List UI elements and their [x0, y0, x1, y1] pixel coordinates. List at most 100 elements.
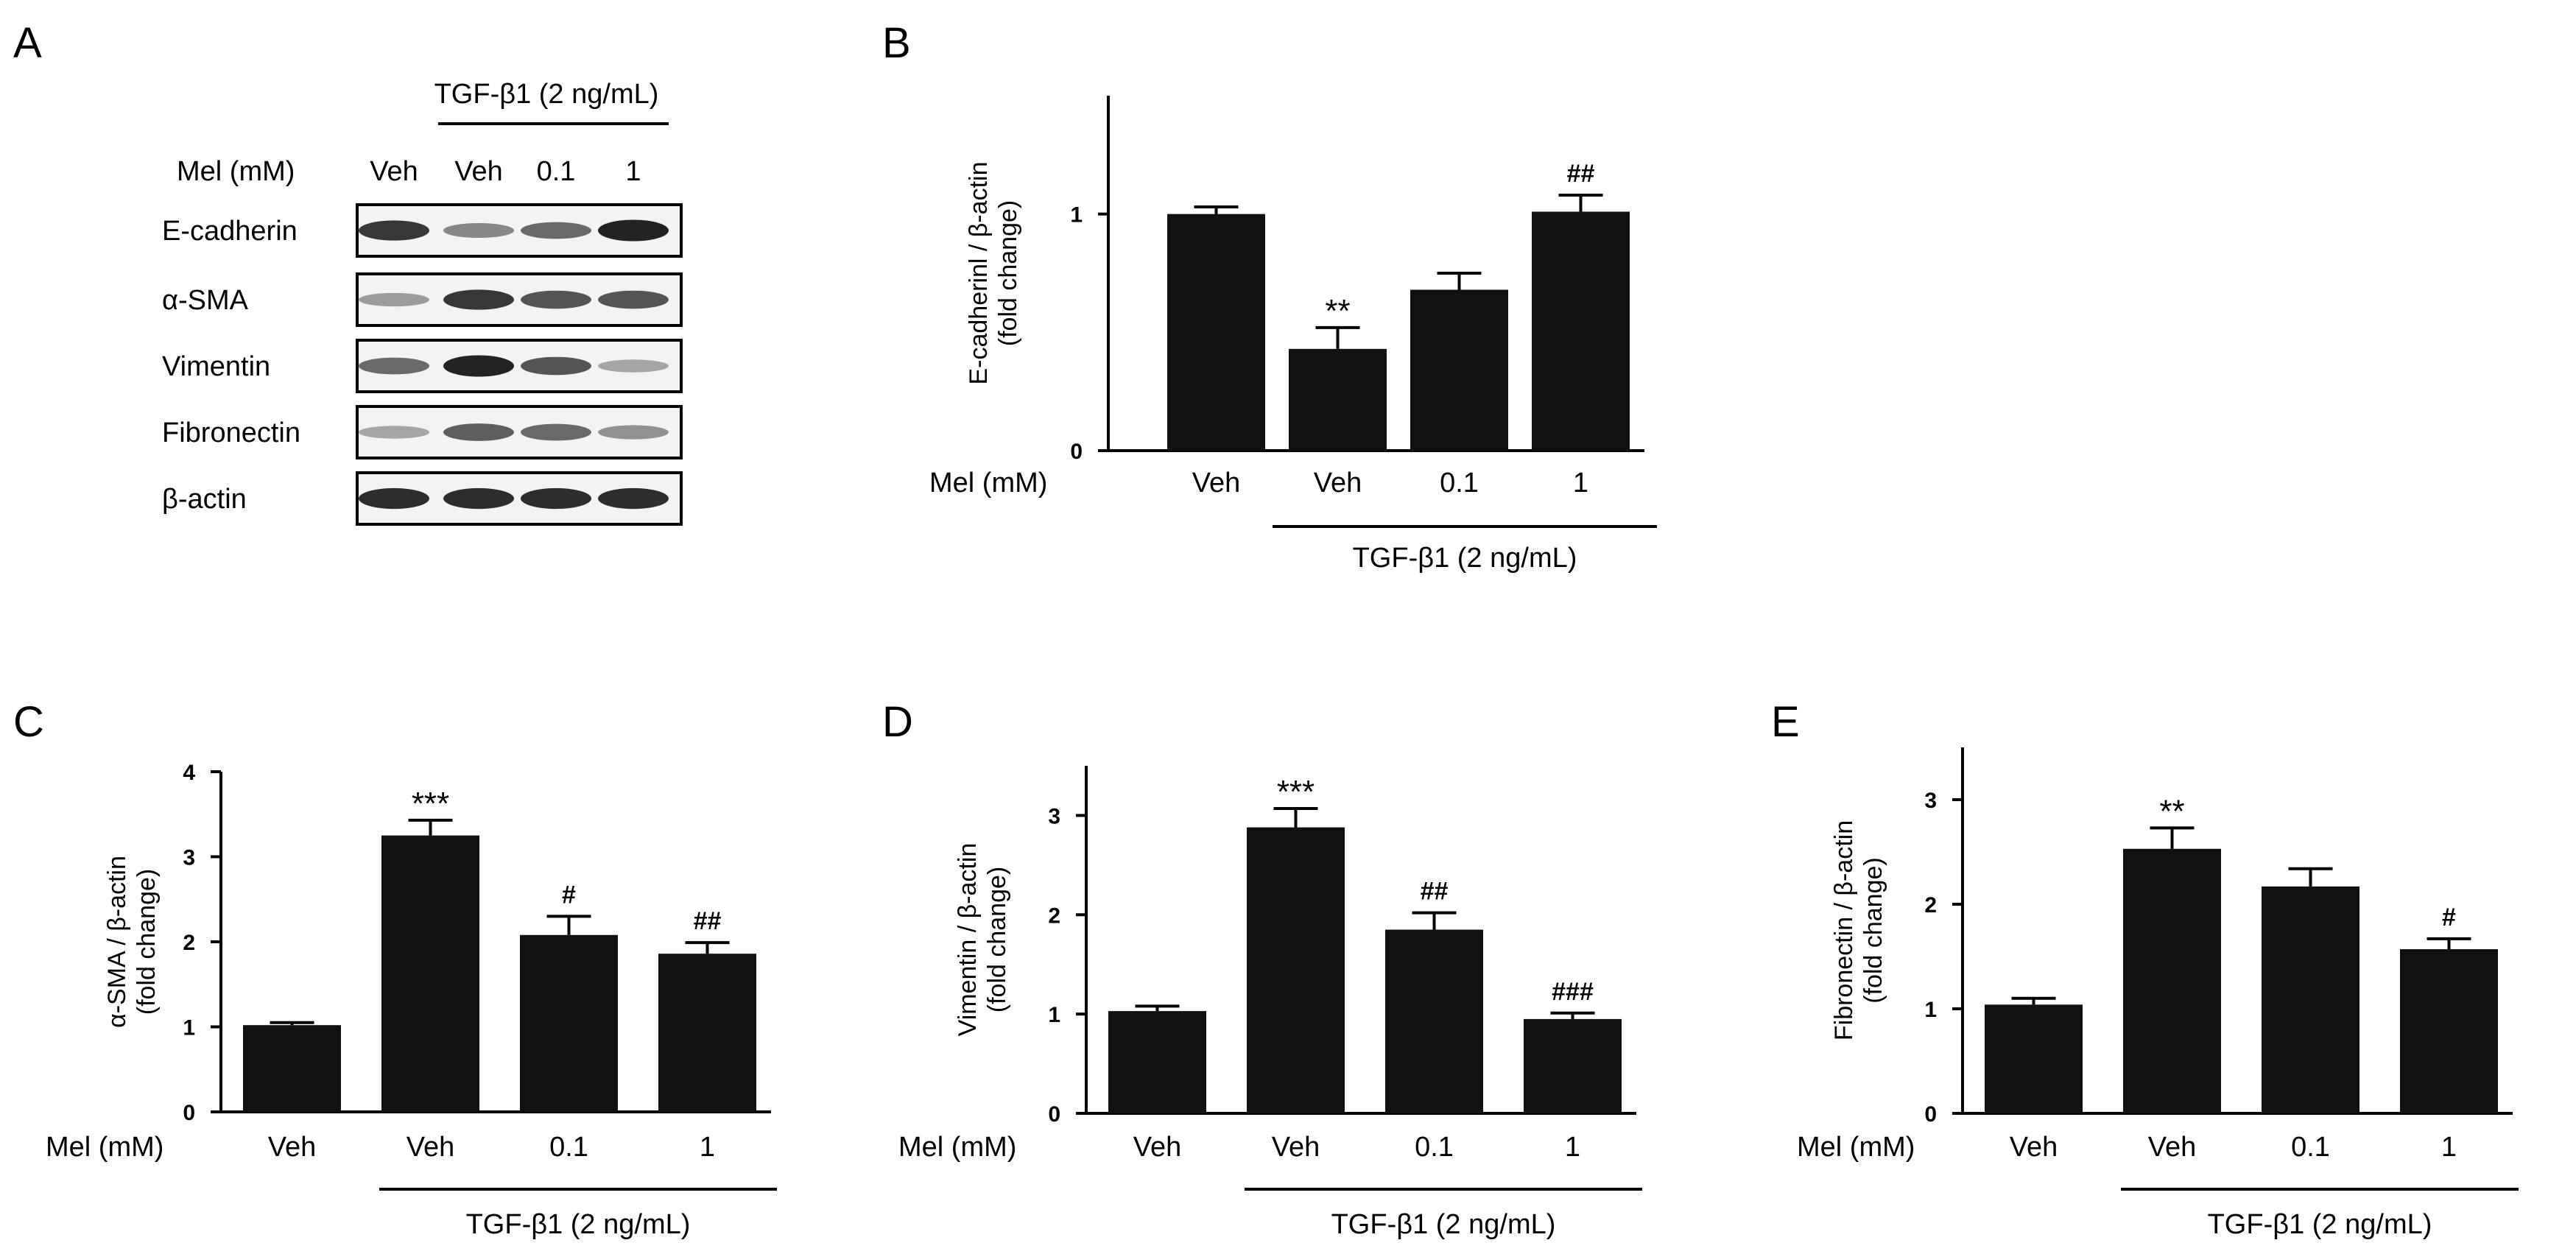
y-tick-label: 0	[1070, 440, 1083, 464]
significance-label: **	[1325, 293, 1350, 329]
y-tick-label: 0	[1048, 1102, 1060, 1127]
bar	[2262, 886, 2359, 1113]
category-label: 0.1	[549, 1132, 588, 1163]
significance-label: ***	[1277, 774, 1315, 810]
y-tick-label: 1	[183, 1016, 195, 1040]
blot-mel-label: Mel (mM)	[177, 156, 295, 187]
mel-label: Mel (mM)	[929, 468, 1047, 499]
y-tick-label: 2	[183, 931, 195, 955]
y-axis-label-line: (fold change)	[133, 869, 161, 1015]
treatment-label: TGF-β1 (2 ng/mL)	[466, 1209, 691, 1240]
blot-row-label: Vimentin	[162, 351, 270, 382]
chart-panel-d: 0 1 2 3 Vimentin / β-actin(fold change) Veh **…	[898, 766, 1642, 1240]
y-tick-label: 0	[183, 1101, 195, 1125]
category-label: 1	[1565, 1132, 1580, 1163]
mel-label: Mel (mM)	[46, 1132, 163, 1163]
blot-band	[598, 359, 669, 373]
category-label: 0.1	[1440, 468, 1479, 499]
blot-band	[443, 355, 514, 377]
bar	[520, 934, 618, 1112]
bar	[1167, 214, 1265, 451]
bar	[1524, 1018, 1622, 1113]
y-axis-label: Vimentin / β-actin(fold change)	[954, 843, 1011, 1037]
panel-letter-c: C	[13, 698, 44, 746]
bar	[381, 835, 479, 1112]
y-tick-label: 2	[1048, 903, 1060, 928]
y-tick-label: 3	[1924, 789, 1937, 813]
y-axis-label-line: Fibronectin / β-actin	[1830, 820, 1858, 1040]
chart-panel-e: 0 1 2 3 Fibronectin / β-actin(fold change) Ve…	[1797, 747, 2519, 1240]
blot-band	[598, 425, 669, 440]
blot-band	[598, 487, 669, 510]
category-label: Veh	[407, 1132, 455, 1163]
blot-lane-label-1: Veh	[370, 156, 418, 187]
y-axis-label-line: (fold change)	[983, 867, 1011, 1012]
chart-panel-b: 0 1 E-cadherinl / β-actin(fold change) Veh *…	[929, 96, 1657, 574]
blot-row-label: Fibronectin	[162, 418, 300, 448]
bar	[2400, 949, 2498, 1113]
blot-band	[598, 290, 669, 309]
significance-label: ***	[412, 786, 449, 822]
y-tick-label: 3	[1048, 804, 1060, 828]
y-tick-label: 1	[1048, 1003, 1060, 1027]
blot-band	[443, 423, 514, 441]
category-label: Veh	[268, 1132, 317, 1163]
blot-band	[521, 356, 591, 376]
blot-band	[443, 487, 514, 510]
panel-letter-a: A	[13, 19, 42, 67]
significance-label: #	[562, 881, 576, 909]
bar	[1385, 929, 1483, 1113]
significance-label: ##	[694, 907, 722, 935]
blot-band	[359, 292, 429, 307]
y-tick-label: 2	[1924, 893, 1937, 917]
blot-row-label: E-cadherin	[162, 216, 298, 247]
y-axis-label-line: Vimentin / β-actin	[954, 843, 982, 1037]
bar	[658, 954, 756, 1112]
category-label: 0.1	[2291, 1132, 2330, 1163]
bar	[1289, 348, 1387, 451]
y-tick-label: 1	[1070, 203, 1083, 228]
bar	[1247, 827, 1345, 1113]
bar	[1532, 211, 1630, 451]
bar	[1108, 1011, 1206, 1113]
treatment-label: TGF-β1 (2 ng/mL)	[1353, 543, 1577, 574]
chart-panel-c: 0 1 2 3 4 α-SMA / β-actin(fold change) Veh *** V…	[46, 761, 777, 1240]
y-tick-label: 0	[1924, 1102, 1937, 1127]
blot-lane-label-4: 1	[625, 156, 641, 187]
category-label: 0.1	[1415, 1132, 1454, 1163]
y-tick-label: 3	[183, 846, 195, 870]
blot-band	[359, 220, 429, 241]
bar	[243, 1025, 341, 1112]
blot-band	[359, 487, 429, 510]
category-label: Veh	[1272, 1132, 1320, 1163]
blot-lane-label-3: 0.1	[537, 156, 576, 187]
significance-label: ###	[1552, 978, 1594, 1006]
panel-letter-d: D	[882, 698, 913, 746]
blot-treatment-label: TGF-β1 (2 ng/mL)	[434, 79, 659, 110]
blot-row-label: α-SMA	[162, 285, 249, 316]
blot-band	[443, 222, 514, 239]
y-axis-label-line: (fold change)	[1859, 857, 1887, 1003]
bar	[1410, 289, 1508, 451]
significance-label: ##	[1421, 878, 1449, 906]
blot-row-label: β-actin	[162, 484, 247, 515]
treatment-label: TGF-β1 (2 ng/mL)	[2208, 1209, 2432, 1240]
panel-letter-b: B	[882, 19, 911, 67]
blot-band	[359, 426, 429, 439]
category-label: Veh	[2148, 1132, 2197, 1163]
y-axis-label: α-SMA / β-actin(fold change)	[103, 856, 161, 1028]
mel-label: Mel (mM)	[1797, 1132, 1915, 1163]
blot-lane-label-2: Veh	[454, 156, 503, 187]
treatment-label: TGF-β1 (2 ng/mL)	[1331, 1209, 1556, 1240]
y-axis-label: Fibronectin / β-actin(fold change)	[1830, 820, 1887, 1040]
y-tick-label: 4	[183, 761, 195, 785]
category-label: 1	[700, 1132, 715, 1163]
blot-band	[521, 222, 591, 239]
y-axis-label: E-cadherinl / β-actin(fold change)	[965, 161, 1022, 384]
category-label: Veh	[1133, 1132, 1182, 1163]
y-tick-label: 1	[1924, 998, 1937, 1022]
y-axis-label-line: E-cadherinl / β-actin	[965, 161, 993, 384]
category-label: Veh	[1192, 468, 1241, 499]
blot-band	[359, 357, 429, 375]
